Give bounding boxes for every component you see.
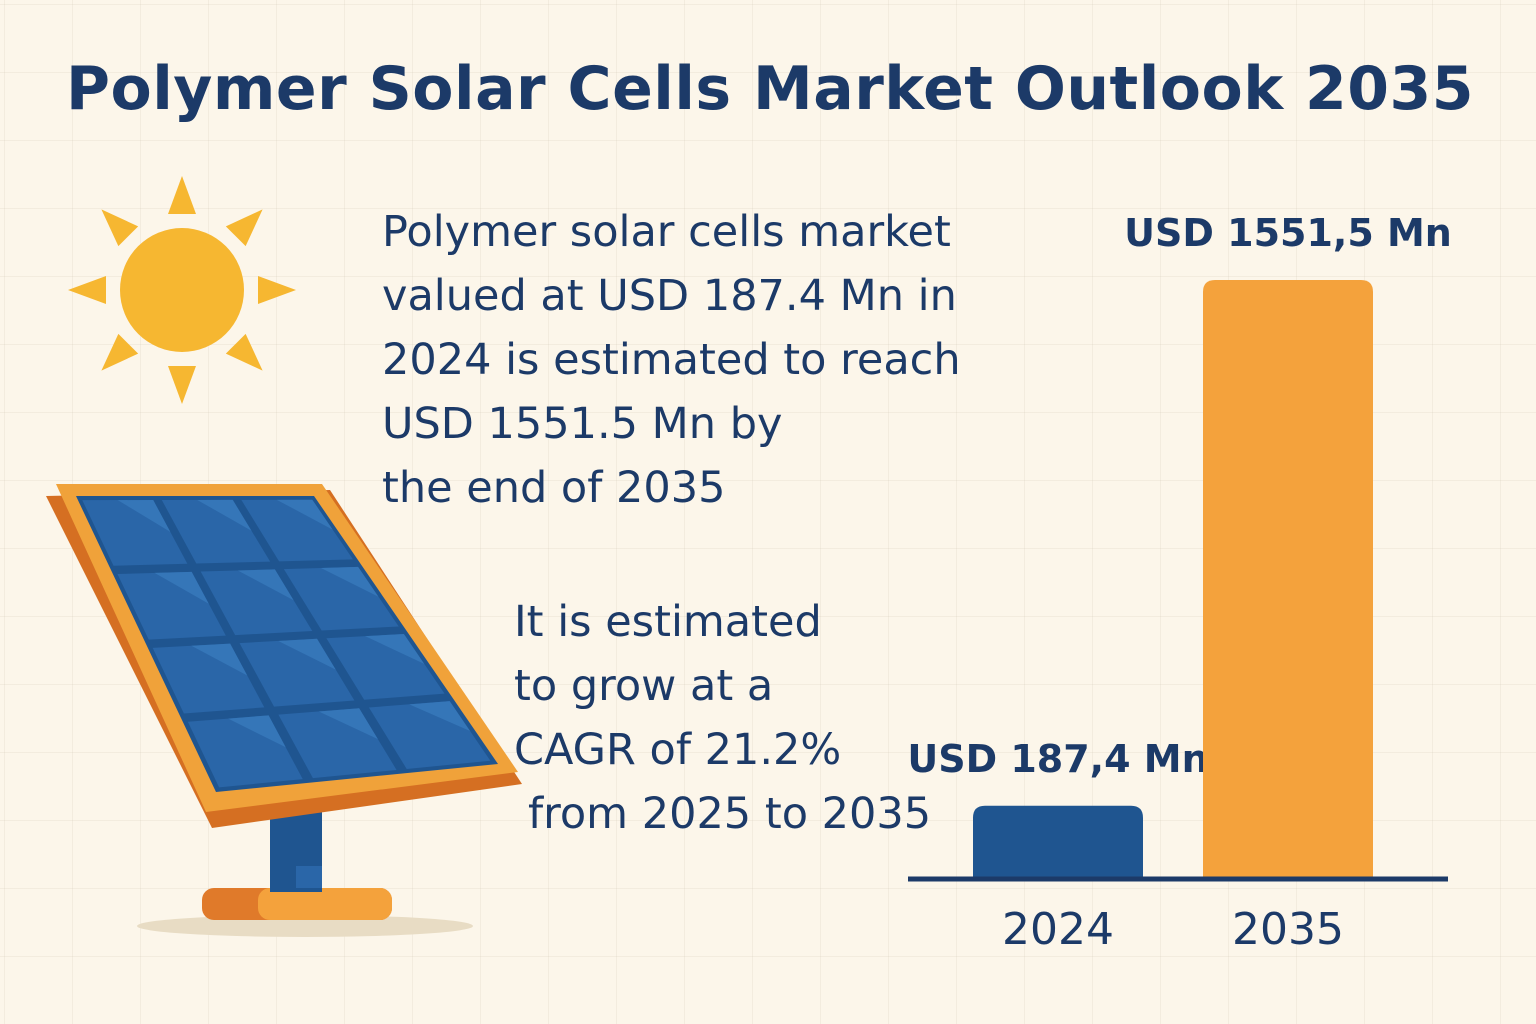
panel-cell-shine: [237, 569, 294, 601]
panel-cell: [161, 499, 271, 564]
panel-cell-shine: [191, 643, 248, 676]
sun-ray: [258, 276, 296, 304]
sun-ray: [225, 333, 263, 371]
panel-cell-shine: [409, 701, 471, 731]
panel-cell-shine: [154, 571, 209, 604]
panel-cell-shine: [320, 566, 379, 597]
illustration: [46, 176, 522, 937]
description-line: 2024 is estimated to reach: [382, 335, 961, 385]
bar-2024: [973, 805, 1143, 878]
panel-cell-shine: [117, 500, 171, 532]
panel-cell: [241, 499, 353, 562]
panel-cell-shine: [276, 499, 333, 530]
data-label-2024: USD 187,4 Mn: [907, 737, 1208, 781]
page-title: Polymer Solar Cells Market Outlook 2035: [66, 54, 1475, 124]
description-line: USD 1551.5 Mn by: [382, 399, 783, 449]
sun-ray: [168, 366, 196, 404]
panel-cell-shine: [228, 715, 286, 748]
description-line: valued at USD 187.4 Mn in: [382, 271, 957, 321]
data-label-2035: USD 1551,5 Mn: [1124, 211, 1452, 255]
panel-cell-shine: [278, 638, 336, 670]
cagr-line: to grow at a: [514, 661, 774, 711]
panel-cell: [283, 566, 399, 631]
sun-ray: [68, 276, 106, 304]
panel-cell-shine: [318, 708, 378, 740]
x-tick-label-2035: 2035: [1232, 904, 1344, 955]
sun-ray: [168, 176, 196, 214]
description-line: Polymer solar cells market: [382, 207, 951, 257]
panel-cell-shine: [197, 499, 252, 531]
cagr-line: It is estimated: [514, 597, 822, 647]
sun-icon: [68, 176, 296, 404]
bar-2035: [1203, 280, 1373, 878]
cagr-text: It is estimated to grow at a CAGR of 21.…: [514, 590, 954, 846]
cagr-line: from 2025 to 2035: [528, 789, 932, 839]
x-tick-label-2024: 2024: [1002, 904, 1114, 955]
sun-ray: [225, 209, 263, 247]
solar-panel-icon: [46, 484, 522, 937]
panel-cell-shine: [365, 634, 425, 664]
description-line: the end of 2035: [382, 463, 726, 513]
sun-ray: [101, 333, 139, 371]
sun-ray: [101, 209, 139, 247]
description: Polymer solar cells market valued at USD…: [382, 200, 1022, 520]
cagr-line: CAGR of 21.2%: [514, 725, 842, 775]
